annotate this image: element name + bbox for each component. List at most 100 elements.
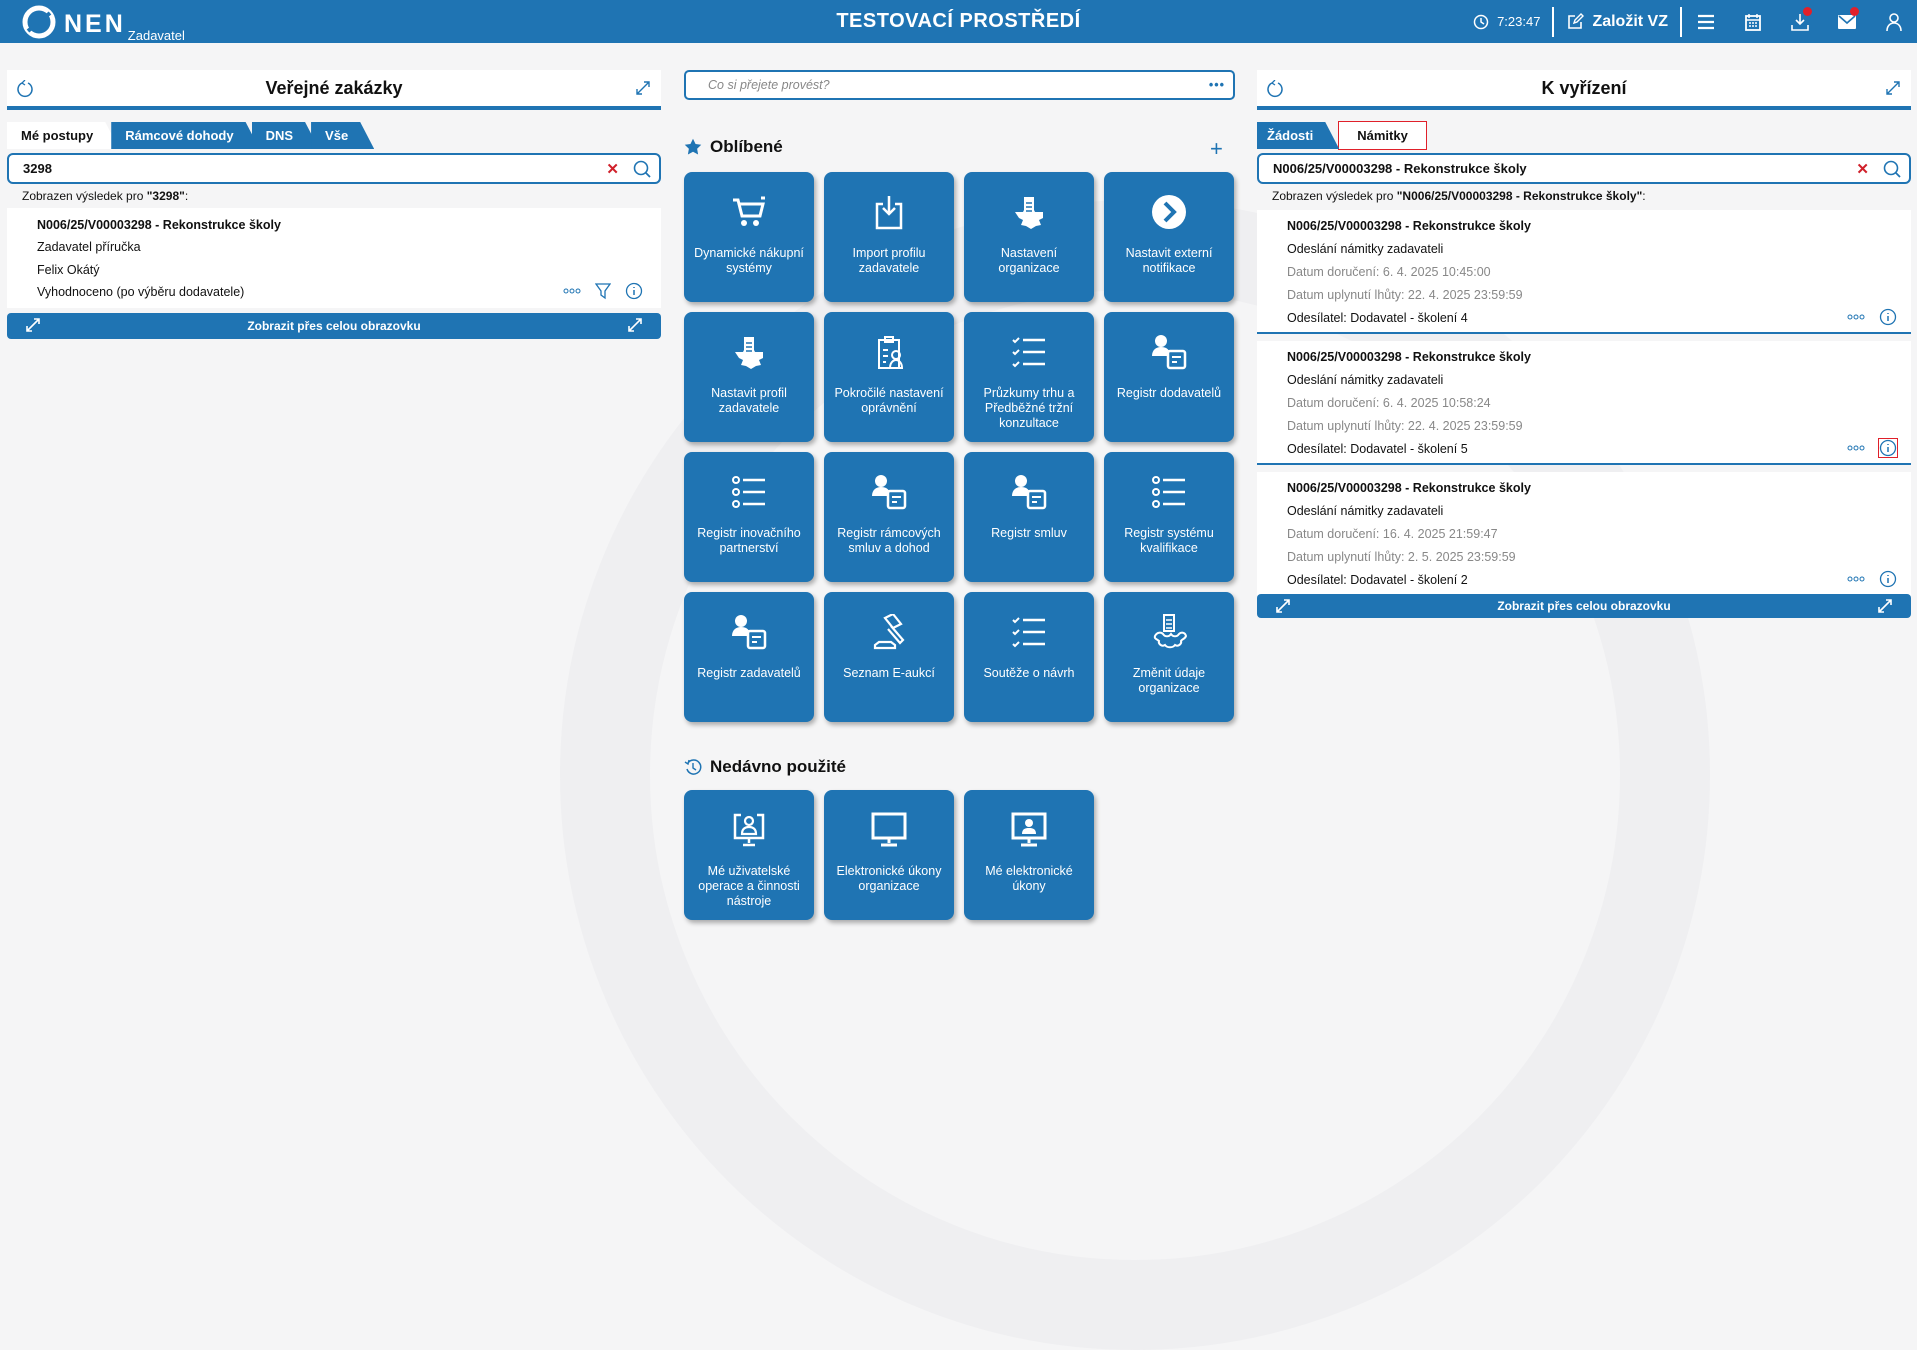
tile-me-uzivatelske-operace-a-cinnosti-nastroje[interactable]: Mé uživatelské operace a činnosti nástro… [684, 790, 814, 920]
list-item[interactable]: N006/25/V00003298 - Rekonstrukce školy O… [1257, 472, 1911, 596]
tile-import-profilu-zadavatele[interactable]: Import profilu zadavatele [824, 172, 954, 302]
item-sender: Odesílatel: Dodavatel - školení 4 [1287, 311, 1468, 325]
user-button[interactable] [1870, 0, 1917, 43]
tile-registr-smluv[interactable]: Registr smluv [964, 452, 1094, 582]
result-prefix: Zobrazen výsledek pro [22, 189, 147, 203]
more-icon[interactable] [1847, 576, 1865, 582]
search-icon[interactable] [633, 160, 651, 178]
tile-label: Soutěže o návrh [983, 666, 1075, 680]
tile-nastaveni-organizace[interactable]: Nastavení organizace [964, 172, 1094, 302]
expand-icon [26, 318, 40, 332]
download-tray-icon [1790, 13, 1809, 31]
item-type: Odeslání námitky zadavateli [1287, 242, 1444, 256]
result-suffix: : [184, 189, 189, 203]
tile-registr-inovacniho-partnerstvi[interactable]: Registr inovačního partnerství [684, 452, 814, 582]
tile-label: Import profilu zadavatele [852, 246, 926, 275]
action-search-input[interactable]: Co si přejete provést? ••• [684, 70, 1235, 100]
logo-text: NEN [64, 10, 126, 38]
organization-gear-icon [1015, 197, 1043, 229]
tab-objections[interactable]: Námitky [1338, 121, 1427, 150]
expand-icon[interactable] [635, 80, 651, 96]
filter-icon[interactable] [595, 282, 611, 300]
checklist-icon [1012, 337, 1045, 368]
list-item[interactable]: N006/25/V00003298 - Rekonstrukce školy O… [1257, 341, 1911, 465]
tile-registr-systemu-kvalifikace[interactable]: Registr systému kvalifikace [1104, 452, 1234, 582]
tile-registr-dodavatelu[interactable]: Registr dodavatelů [1104, 312, 1234, 442]
tab-bar: Mé postupy Rámcové dohody DNS Vše [7, 122, 366, 149]
tab-framework-agreements[interactable]: Rámcové dohody [111, 122, 259, 149]
tile-dynamicke-nakupni-systemy[interactable]: Dynamické nákupní systémy [684, 172, 814, 302]
expand-icon [1878, 599, 1892, 613]
tile-pokrocile-nastaveni-opravneni[interactable]: Pokročilé nastavení oprávnění [824, 312, 954, 442]
tile-me-elektronicke-ukony[interactable]: Mé elektronické úkony [964, 790, 1094, 920]
tile-elektronicke-ukony-organizace[interactable]: Elektronické úkony organizace [824, 790, 954, 920]
contracts-search-input[interactable]: 3298 ✕ [7, 153, 661, 184]
calendar-icon [1744, 13, 1761, 31]
item-delivered: Datum doručení: 6. 4. 2025 10:58:24 [1287, 396, 1491, 410]
tile-nastavit-profil-zadavatele[interactable]: Nastavit profil zadavatele [684, 312, 814, 442]
messages-button[interactable] [1823, 0, 1870, 43]
more-icon[interactable] [563, 288, 581, 294]
more-icon[interactable] [1847, 314, 1865, 320]
edit-icon [1568, 12, 1585, 29]
tab-requests[interactable]: Žádosti [1257, 122, 1339, 149]
result-label: Zobrazen výsledek pro "3298": [22, 189, 188, 203]
tab-all[interactable]: Vše [311, 122, 374, 149]
refresh-icon[interactable] [17, 80, 33, 98]
tile-registr-ramcovych-smluv-a-dohod[interactable]: Registr rámcových smluv a dohod [824, 452, 954, 582]
info-icon[interactable] [1878, 438, 1898, 458]
tile-registr-zadavatelu[interactable]: Registr zadavatelů [684, 592, 814, 722]
tile-zmenit-udaje-organizace[interactable]: Změnit údaje organizace [1104, 592, 1234, 722]
tab-dns[interactable]: DNS [252, 122, 319, 149]
clear-icon[interactable]: ✕ [606, 160, 619, 178]
panel-header: K vyřízení [1257, 70, 1911, 110]
tile-nastavit-externi-notifikace[interactable]: Nastavit externí notifikace [1104, 172, 1234, 302]
list-item[interactable]: N006/25/V00003298 - Rekonstrukce školy O… [1257, 210, 1911, 334]
favorites-title: Oblíbené [710, 137, 783, 156]
tile-pruzkumy-trhu-a-predbezne-trzni-konzultace[interactable]: Průzkumy trhu a Předběžné tržní konzulta… [964, 312, 1094, 442]
item-title: N006/25/V00003298 - Rekonstrukce školy [1287, 350, 1531, 364]
cart-icon [733, 196, 765, 226]
item-title: N006/25/V00003298 - Rekonstrukce školy [1287, 219, 1531, 233]
tile-label: Nastavit profil zadavatele [711, 386, 787, 415]
clear-icon[interactable]: ✕ [1856, 160, 1869, 178]
refresh-icon[interactable] [1267, 80, 1283, 98]
import-icon [875, 196, 903, 230]
item-deadline: Datum uplynutí lhůty: 22. 4. 2025 23:59:… [1287, 419, 1523, 433]
notification-dot [1803, 7, 1812, 16]
expand-icon[interactable] [1885, 80, 1901, 96]
result-query: "3298" [146, 189, 185, 203]
tile-seznam-e-aukci[interactable]: Seznam E-aukcí [824, 592, 954, 722]
add-favorite-button[interactable]: + [1210, 136, 1223, 161]
fullscreen-button[interactable]: Zobrazit přes celou obrazovku [7, 313, 661, 339]
more-icon[interactable] [1847, 445, 1865, 451]
tile-label: Registr systému kvalifikace [1124, 526, 1214, 555]
info-icon[interactable] [625, 282, 643, 300]
item-type: Odeslání námitky zadavateli [1287, 504, 1444, 518]
checklist-icon [1012, 617, 1045, 648]
tile-label: Nastavit externí notifikace [1125, 246, 1213, 275]
item-authority: Zadavatel příručka [37, 240, 141, 254]
more-icon[interactable]: ••• [1208, 78, 1225, 92]
calendar-button[interactable] [1729, 0, 1776, 43]
monitor-user-frame-icon [733, 813, 765, 847]
divider [1680, 6, 1682, 37]
tile-souteze-o-navrh[interactable]: Soutěže o návrh [964, 592, 1094, 722]
result-suffix: : [1642, 189, 1646, 203]
logo[interactable]: NEN Zadavatel [22, 5, 185, 43]
tab-my-procedures[interactable]: Mé postupy [7, 122, 119, 149]
tasks-search-input[interactable]: N006/25/V00003298 - Rekonstrukce školy ✕ [1257, 153, 1911, 184]
downloads-button[interactable] [1776, 0, 1823, 43]
notification-dot [1850, 7, 1859, 16]
info-icon[interactable] [1879, 308, 1897, 326]
info-icon[interactable] [1879, 570, 1897, 588]
item-title: N006/25/V00003298 - Rekonstrukce školy [37, 218, 281, 232]
fullscreen-button[interactable]: Zobrazit přes celou obrazovku [1257, 594, 1911, 618]
list-item[interactable]: N006/25/V00003298 - Rekonstrukce školy Z… [7, 208, 661, 308]
menu-button[interactable] [1682, 0, 1729, 43]
public-contracts-panel: Veřejné zakázky Mé postupy Rámcové dohod… [7, 70, 661, 340]
clock-icon [1473, 14, 1489, 29]
create-vz-button[interactable]: Založit VZ [1554, 13, 1680, 31]
search-icon[interactable] [1883, 160, 1901, 178]
search-value: 3298 [23, 161, 52, 176]
